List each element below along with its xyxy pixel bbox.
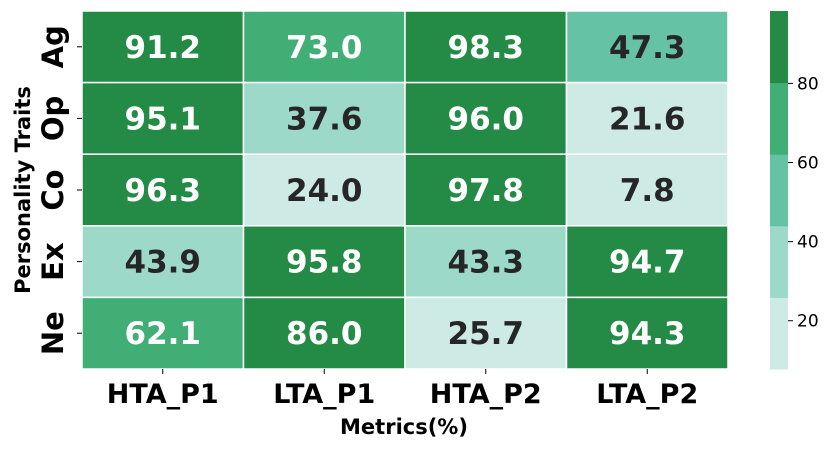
cell-value-label: 7.8 xyxy=(620,173,675,209)
heatmap-cell xyxy=(242,296,406,370)
x-axis-label: Metrics(%) xyxy=(340,415,468,439)
heatmap-cell xyxy=(404,10,568,84)
heatmap-cell xyxy=(404,296,568,370)
column-label: LTA_P1 xyxy=(273,379,375,410)
cell-value-label: 95.1 xyxy=(125,101,202,137)
cell-value-label: 97.8 xyxy=(448,173,525,209)
heatmap-cell xyxy=(81,10,245,84)
cell-value-label: 43.3 xyxy=(448,245,525,281)
row-label: Ne xyxy=(36,311,70,355)
colorbar-segment xyxy=(770,154,788,227)
column-label: HTA_P2 xyxy=(430,379,542,410)
cell-value-label: 73.0 xyxy=(286,30,363,66)
cell-value-label: 47.3 xyxy=(609,30,686,66)
heatmap-cell xyxy=(565,81,729,155)
cell-value-label: 25.7 xyxy=(448,316,525,352)
cell-value-label: 86.0 xyxy=(286,316,363,352)
heatmap-cell xyxy=(242,153,406,227)
cell-value-label: 96.0 xyxy=(448,101,525,137)
colorbar-tick-label: 60 xyxy=(797,154,819,174)
cell-value-label: 62.1 xyxy=(125,316,202,352)
colorbar-tick-label: 20 xyxy=(797,312,819,332)
heatmap-cell xyxy=(242,225,406,299)
heatmap-cell xyxy=(565,296,729,370)
cell-value-label: 94.7 xyxy=(609,245,686,281)
row-label: Op xyxy=(36,96,70,141)
column-label: LTA_P2 xyxy=(596,379,698,410)
heatmap-cell xyxy=(565,225,729,299)
cell-value-label: 95.8 xyxy=(286,245,363,281)
cell-value-label: 37.6 xyxy=(286,101,363,137)
row-label: Ex xyxy=(36,242,70,281)
column-labels: HTA_P1 LTA_P1 HTA_P2 LTA_P2 xyxy=(107,369,698,410)
cell-value-label: 98.3 xyxy=(448,30,525,66)
cell-value-label: 43.9 xyxy=(125,245,202,281)
heatmap-cell xyxy=(242,10,406,84)
colorbar: 20 40 60 80 xyxy=(770,11,819,370)
cell-value-label: 24.0 xyxy=(286,173,363,209)
colorbar-segment xyxy=(770,225,788,298)
colorbar-tick-label: 80 xyxy=(797,74,819,94)
cell-value-label: 94.3 xyxy=(609,316,686,352)
cell-value-label: 96.3 xyxy=(125,173,202,209)
y-axis-label: Personality Traits xyxy=(11,86,35,294)
row-label: Co xyxy=(36,169,70,210)
heatmap-cell xyxy=(565,153,729,227)
cell-value-label: 21.6 xyxy=(609,101,686,137)
row-label: Ag xyxy=(36,25,70,68)
colorbar-segment xyxy=(770,297,788,370)
heatmap-cell xyxy=(565,10,729,84)
heatmap-cell xyxy=(242,81,406,155)
cell-value-label: 91.2 xyxy=(125,30,202,66)
colorbar-segment xyxy=(770,82,788,155)
row-labels: Ag Op Co Ex Ne xyxy=(36,25,82,355)
colorbar-segment xyxy=(770,11,788,84)
column-label: HTA_P1 xyxy=(107,379,219,410)
colorbar-tick-label: 40 xyxy=(797,233,819,253)
heatmap-cells: 91.2 73.0 98.3 47.3 95.1 37.6 96.0 21.6 96.3 24.0… xyxy=(81,10,729,370)
